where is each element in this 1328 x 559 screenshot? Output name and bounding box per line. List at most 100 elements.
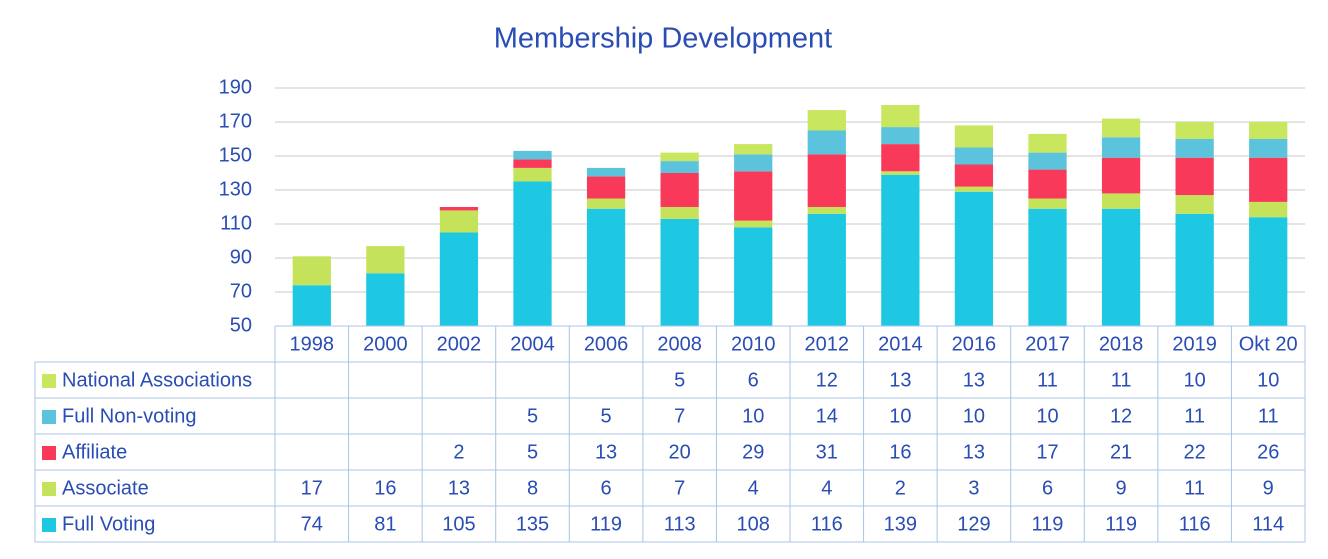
bar-segment (660, 152, 699, 162)
table-value: 5 (601, 405, 612, 427)
bar-segment (734, 220, 773, 228)
table-value: 12 (1110, 405, 1132, 427)
bar-segment (513, 181, 552, 326)
x-tick-label: 1998 (290, 333, 335, 355)
bar-segment (734, 144, 773, 155)
table-value: 2 (895, 477, 906, 499)
table-value: 12 (816, 369, 838, 391)
table-value: 13 (963, 369, 985, 391)
bar-segment (513, 159, 552, 168)
y-tick-label: 170 (219, 110, 252, 132)
table-value: 5 (527, 441, 538, 463)
bar-segment (1028, 133, 1067, 153)
y-tick-label: 150 (219, 144, 252, 166)
bar-segment (1101, 118, 1141, 138)
table-value: 116 (1179, 513, 1211, 535)
bar-segment (881, 144, 920, 172)
y-tick-label: 190 (219, 76, 252, 98)
table-value: 10 (742, 405, 764, 427)
x-tick-label: 2004 (510, 333, 555, 355)
legend-swatch (42, 446, 56, 460)
table-value: 22 (1184, 441, 1206, 463)
table-value: 16 (374, 477, 396, 499)
bar-segment (513, 167, 552, 182)
y-tick-label: 50 (230, 314, 252, 336)
table-value: 108 (737, 513, 770, 535)
table-value: 6 (601, 477, 612, 499)
table-value: 10 (1036, 405, 1058, 427)
bar-segment (366, 273, 405, 326)
bar-segment (1101, 193, 1141, 209)
legend-swatch (42, 410, 56, 424)
bar-segment (881, 171, 920, 175)
bar-segment (586, 167, 626, 177)
bar-segment (439, 232, 479, 326)
table-value: 129 (957, 513, 990, 535)
bar-segment (292, 285, 331, 326)
x-tick-label: 2016 (952, 333, 997, 355)
bar-segment (807, 154, 846, 207)
x-tick-label: 2014 (878, 333, 923, 355)
table-value: 10 (1184, 369, 1206, 391)
table-value: 74 (301, 513, 323, 535)
table-value: 116 (811, 513, 843, 535)
x-tick-label: 2008 (657, 333, 702, 355)
table-value: 135 (516, 513, 549, 535)
bar-segment (954, 164, 994, 187)
bar-segment (1175, 139, 1214, 158)
table-value: 105 (442, 513, 475, 535)
table-value: 11 (1258, 405, 1279, 427)
table-value: 26 (1257, 441, 1279, 463)
bar-segment (1249, 201, 1288, 218)
legend-label: National Associations (62, 369, 252, 391)
x-tick-label: 2017 (1025, 333, 1070, 355)
y-tick-label: 90 (230, 246, 252, 268)
x-tick-label: 2019 (1172, 333, 1217, 355)
legend-swatch (42, 482, 56, 496)
x-tick-label: 2002 (437, 333, 482, 355)
table-value: 13 (448, 477, 470, 499)
table-value: 10 (889, 405, 911, 427)
bar-segment (954, 191, 994, 326)
table-value: 11 (1111, 369, 1132, 391)
legend-label: Associate (62, 477, 149, 499)
legend-swatch (42, 518, 56, 532)
table-value: 17 (1036, 441, 1058, 463)
bar-segment (1028, 208, 1067, 326)
table-value: 11 (1184, 477, 1205, 499)
table-value: 13 (963, 441, 985, 463)
bar-segment (660, 218, 699, 326)
x-tick-label: 2000 (363, 333, 408, 355)
bar-segment (586, 198, 626, 209)
bar-segment (1249, 139, 1288, 158)
bar-segment (954, 125, 994, 148)
bar-segment (881, 105, 920, 128)
table-value: 6 (748, 369, 759, 391)
table-value: 8 (527, 477, 538, 499)
bar-segment (660, 173, 699, 207)
bar-segment (954, 186, 994, 192)
bar-segment (1175, 195, 1214, 214)
table-value: 119 (1032, 513, 1064, 535)
bar-segment (1175, 213, 1214, 326)
y-tick-label: 110 (220, 212, 252, 234)
bar-segment (734, 227, 773, 326)
table-value: 17 (301, 477, 323, 499)
bar-segment (660, 207, 699, 219)
bar-segment (1249, 157, 1288, 202)
legend-label: Full Voting (62, 513, 155, 535)
table-value: 5 (527, 405, 538, 427)
table-value: 21 (1110, 441, 1132, 463)
legend-swatch (42, 374, 56, 388)
bar-segment (734, 171, 773, 221)
bar-segment (1175, 157, 1214, 196)
table-value: 4 (748, 477, 759, 499)
table-value: 119 (1105, 513, 1137, 535)
table-value: 9 (1263, 477, 1274, 499)
bar-segment (366, 246, 405, 274)
bar-segment (513, 150, 552, 160)
table-value: 5 (674, 369, 685, 391)
bar-segment (807, 110, 846, 131)
table-value: 13 (595, 441, 617, 463)
